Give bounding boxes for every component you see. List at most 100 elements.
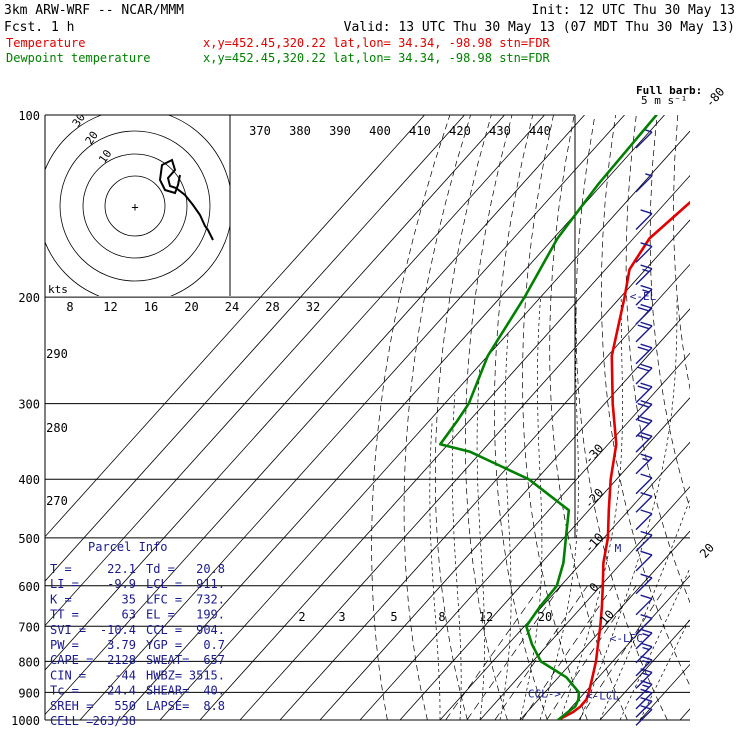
- parcel-info-value: 20.8: [196, 562, 225, 576]
- wind-barb-flag: [640, 697, 653, 702]
- parcel-info-key: TT =: [50, 608, 79, 622]
- parcel-info-key: SREH =: [50, 699, 93, 713]
- moist-adiabat-line: [476, 366, 485, 720]
- wind-barb-flag: [640, 550, 653, 556]
- hodograph-speed-label: 16: [144, 300, 158, 314]
- legend-dewpoint-info: x,y=452.45,320.22 lat,lon= 34.34, -98.98…: [203, 51, 551, 65]
- parcel-info-value: 3.79: [107, 638, 136, 652]
- wind-barb-flag: [642, 646, 650, 651]
- isotherm-line: [79, 115, 625, 720]
- wind-barb-staff: [635, 307, 653, 325]
- parcel-info-value: -10.4: [100, 623, 136, 637]
- parcel-info-key: K =: [50, 592, 72, 606]
- wind-barb-flag: [640, 303, 653, 309]
- dry-adiabat-line: [718, 115, 740, 720]
- wind-barb-staff: [635, 534, 653, 552]
- wind-barb: [635, 264, 653, 286]
- wind-barb-staff: [635, 213, 653, 231]
- wind-barb-flag: [640, 431, 653, 437]
- dry-adiabat-line: [575, 115, 668, 720]
- wind-barb-flag: [640, 416, 653, 422]
- wind-barb: [635, 209, 653, 231]
- wind-barb-flag: [640, 705, 653, 711]
- hodograph-ring-label: 10: [96, 147, 114, 165]
- legend-temperature-info: x,y=452.45,320.22 lat,lon= 34.34, -98.98…: [203, 36, 551, 50]
- wind-barb-flag: [637, 419, 650, 425]
- wind-barb-staff: [635, 268, 653, 286]
- hodograph-ring: [82, 153, 188, 259]
- wind-barb-staff: [635, 513, 653, 531]
- wind-barb: [635, 614, 653, 635]
- dry-adiabat-line: [371, 115, 451, 720]
- valid-time: Valid: 13 UTC Thu 30 May 13 (07 MDT Thu …: [344, 20, 735, 35]
- dewpoint-line: [439, 115, 658, 720]
- wind-barb-flag: [645, 173, 653, 177]
- wind-barb-staff: [635, 288, 653, 306]
- wind-barb-flag: [637, 306, 650, 312]
- wind-barb-flag: [640, 509, 653, 515]
- parcel-info-value: 35: [122, 592, 136, 606]
- hodograph-speed-label: 32: [306, 300, 320, 314]
- wind-barb-flag: [640, 382, 653, 388]
- wind-barb-staff: [635, 646, 653, 664]
- pressure-label: 600: [18, 580, 40, 594]
- parcel-info-value: 904.: [196, 623, 225, 637]
- theta-label: 280: [46, 421, 68, 435]
- moist-adiabat-line: [579, 297, 678, 720]
- parcel-info-key: YGP =: [146, 638, 182, 652]
- isotherm-line: [45, 115, 465, 582]
- parcel-info-key: LI =: [50, 577, 79, 591]
- parcel-info-key: CAPE =: [50, 653, 93, 667]
- wind-barb: [635, 382, 653, 404]
- isotherm-line: [45, 115, 585, 716]
- wind-barb-staff: [635, 617, 653, 635]
- legend-temperature: Temperature: [6, 36, 85, 50]
- pressure-label: 300: [18, 398, 40, 412]
- hodograph-speed-label: 24: [225, 300, 239, 314]
- level-annotation: <-EL: [630, 290, 657, 303]
- parcel-info-value: 24.4: [107, 684, 136, 698]
- isotherm-line: [479, 486, 690, 720]
- wind-barb-staff: [635, 577, 653, 595]
- moist-adiabat-line: [499, 333, 512, 720]
- parcel-info-value: 911.: [196, 577, 225, 591]
- dry-adiabat-line: [549, 115, 628, 720]
- dry-adiabat-line: [601, 115, 690, 687]
- parcel-info-value: 657: [203, 653, 225, 667]
- theta-e-label: 380: [289, 124, 311, 138]
- wind-barb-flag: [640, 573, 653, 579]
- isotherm-label: -80: [703, 85, 728, 110]
- parcel-info-key: EL =: [146, 608, 175, 622]
- wind-barb: [635, 416, 653, 438]
- wind-barb-flag: [637, 385, 650, 391]
- isotherm-line: [159, 130, 690, 720]
- level-annotation: <-LFC: [610, 632, 643, 645]
- wind-barb: [635, 400, 653, 421]
- wind-barb-flag: [642, 659, 650, 664]
- wind-barb-flag: [640, 614, 653, 619]
- isotherm-line: [359, 352, 690, 720]
- theta-e-label: 370: [249, 124, 271, 138]
- wind-barb: [635, 453, 653, 475]
- mixing-ratio-label: 8: [438, 610, 445, 624]
- mixing-ratio-label: 5: [390, 610, 397, 624]
- wind-barb: [635, 321, 653, 343]
- level-annotation: M: [615, 542, 622, 555]
- wind-barb: [635, 688, 653, 710]
- wind-barb-staff: [635, 708, 653, 726]
- wind-barb: [635, 343, 653, 365]
- wind-barb-flag: [640, 473, 653, 479]
- wind-barb-flag: [640, 242, 653, 248]
- wind-barb-flag: [637, 346, 650, 352]
- wind-barb-flag: [640, 453, 653, 459]
- parcel-info-key: CELL =: [50, 714, 93, 728]
- wind-barb: [635, 642, 653, 664]
- wind-barb: [635, 431, 653, 453]
- wind-barb-staff: [635, 671, 653, 689]
- wind-barb-staff: [635, 347, 653, 365]
- theta-e-label: 440: [529, 124, 551, 138]
- wind-barb: [635, 705, 653, 726]
- parcel-info-key: SWEAT=: [146, 653, 189, 667]
- wind-barb-staff: [635, 420, 653, 438]
